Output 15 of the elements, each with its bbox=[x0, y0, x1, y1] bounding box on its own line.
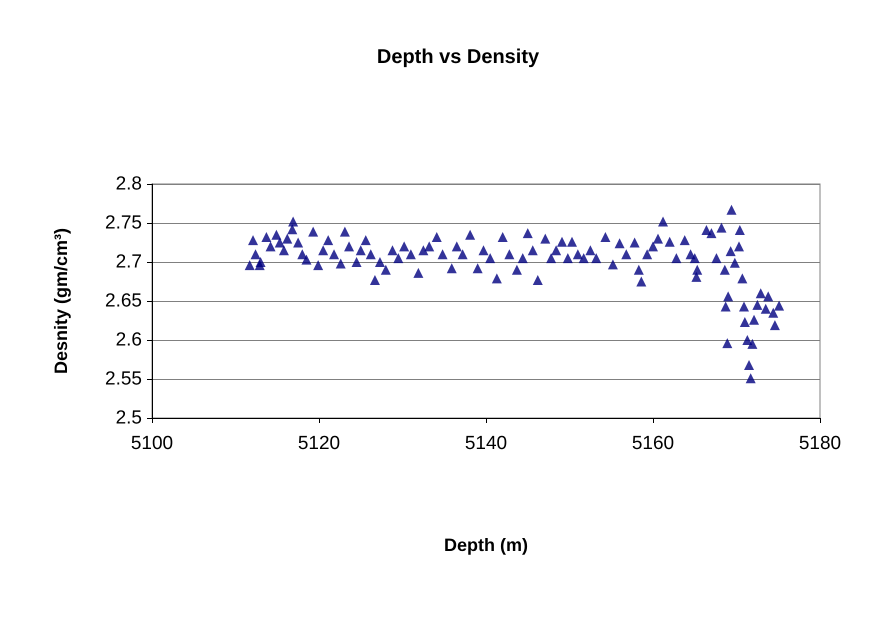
x-tick-label: 5140 bbox=[464, 433, 508, 454]
y-tick-label: 2.5 bbox=[116, 408, 142, 428]
x-tick-label: 5100 bbox=[130, 433, 174, 454]
x-tick-label: 5180 bbox=[798, 433, 842, 454]
y-tick-label: 2.55 bbox=[105, 368, 142, 390]
x-axis-title: Depth (m) bbox=[444, 535, 528, 555]
y-tick-label: 2.7 bbox=[116, 252, 142, 272]
y-axis-title: Desnity (gm/cm³) bbox=[51, 228, 71, 374]
x-tick-label: 5120 bbox=[298, 433, 340, 454]
y-tick-label: 2.8 bbox=[116, 174, 142, 194]
x-tick-label: 5160 bbox=[632, 433, 674, 454]
y-tick-label: 2.65 bbox=[105, 290, 142, 312]
chart-title: Depth vs Density bbox=[376, 46, 540, 68]
y-tick-label: 2.6 bbox=[116, 330, 142, 350]
y-tick-label: 2.75 bbox=[105, 212, 142, 234]
